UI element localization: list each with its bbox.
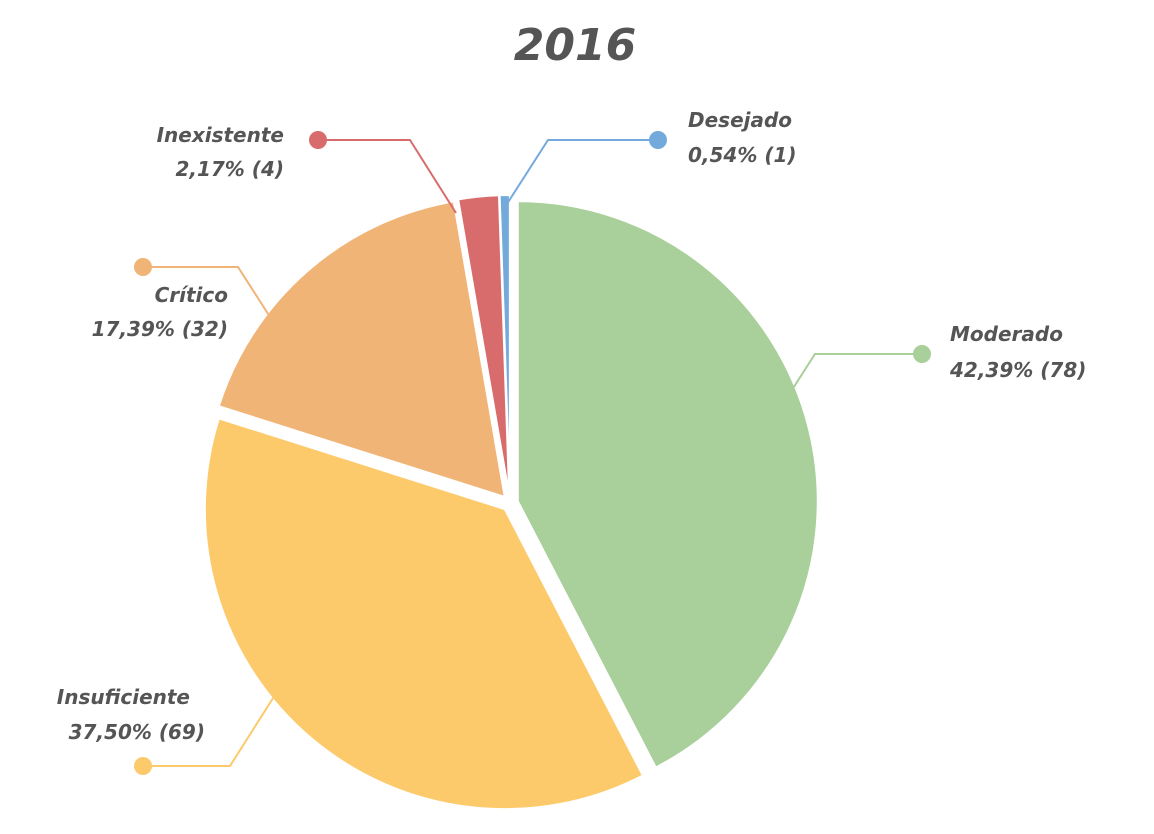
slice-moderado xyxy=(516,200,819,769)
chart-title: 2016 xyxy=(514,20,636,71)
leader-lines xyxy=(134,131,931,775)
marker-dot-insuficiente xyxy=(134,757,152,775)
slice-name-insuficiente: Insuficiente xyxy=(57,685,190,709)
leader-line-inexistente xyxy=(318,139,457,214)
slice-name-moderado: Moderado xyxy=(950,322,1063,346)
slice-value-insuficiente: 37,50% (69) xyxy=(69,720,205,744)
slice-name-desejado: Desejado xyxy=(688,108,792,132)
marker-dot-moderado xyxy=(913,345,931,363)
marker-dot-desejado xyxy=(649,131,667,149)
slice-desejado xyxy=(498,194,511,496)
marker-dot-critico xyxy=(134,258,152,276)
pie-slices xyxy=(203,194,819,811)
leader-line-desejado xyxy=(504,139,658,208)
slice-name-critico: Crítico xyxy=(155,283,229,307)
slice-value-moderado: 42,39% (78) xyxy=(949,358,1086,382)
slice-critico xyxy=(217,200,507,499)
leader-line-insuficiente xyxy=(143,694,276,767)
marker-dot-inexistente xyxy=(309,131,327,149)
slice-name-inexistente: Inexistente xyxy=(157,123,284,147)
slice-insuficiente xyxy=(203,417,645,811)
leader-line-moderado xyxy=(789,353,922,394)
slice-value-critico: 17,39% (32) xyxy=(92,317,228,341)
slice-value-desejado: 0,54% (1) xyxy=(688,143,797,167)
slice-value-inexistente: 2,17% (4) xyxy=(175,157,284,181)
leader-line-critico xyxy=(143,266,273,321)
